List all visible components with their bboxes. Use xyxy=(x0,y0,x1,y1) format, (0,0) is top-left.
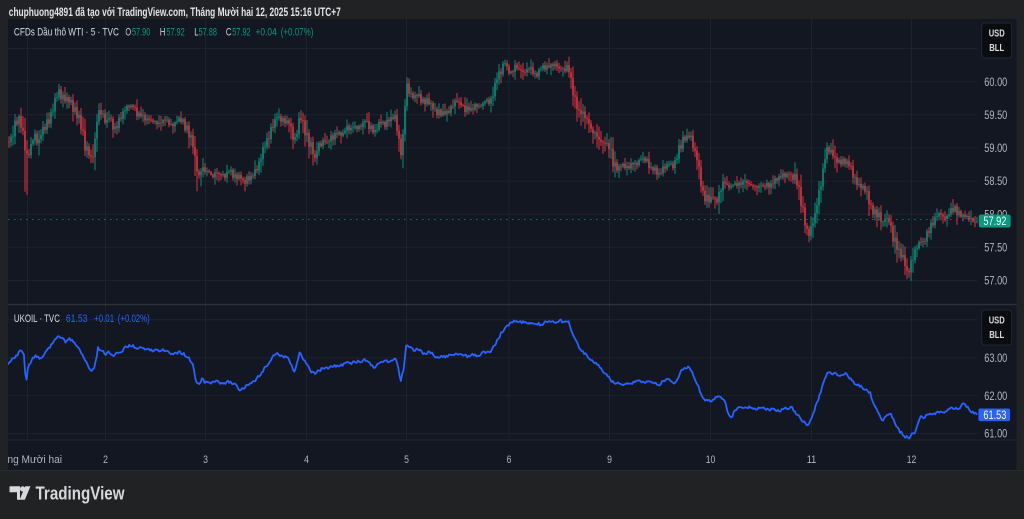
svg-text:57.90: 57.90 xyxy=(132,27,150,39)
svg-text:5: 5 xyxy=(404,454,409,466)
svg-text:2: 2 xyxy=(103,454,108,466)
svg-text:9: 9 xyxy=(607,454,612,466)
svg-text:USD: USD xyxy=(989,316,1005,327)
svg-text:UKOIL · TVC: UKOIL · TVC xyxy=(14,313,60,325)
svg-text:USD: USD xyxy=(989,29,1005,40)
svg-text:O: O xyxy=(125,27,131,39)
svg-text:58.50: 58.50 xyxy=(984,174,1007,188)
svg-text:59.50: 59.50 xyxy=(984,108,1007,122)
svg-text:Tháng Mười hai: Tháng Mười hai xyxy=(0,454,62,466)
svg-text:C: C xyxy=(226,27,232,39)
svg-text:+0.04: +0.04 xyxy=(256,27,277,39)
svg-text:62.00: 62.00 xyxy=(984,389,1007,403)
svg-text:CFDs Dầu thô WTI · 5 · TVC: CFDs Dầu thô WTI · 5 · TVC xyxy=(14,27,119,39)
svg-text:57.92: 57.92 xyxy=(232,27,250,39)
svg-text:59.00: 59.00 xyxy=(984,141,1007,155)
svg-text:+0.01: +0.01 xyxy=(94,313,114,325)
svg-text:L: L xyxy=(194,27,198,39)
svg-text:60.00: 60.00 xyxy=(984,75,1007,89)
svg-text:3: 3 xyxy=(203,454,208,466)
svg-text:63.00: 63.00 xyxy=(984,351,1007,365)
svg-text:chuphuong4891 đã tạo với Tradi: chuphuong4891 đã tạo với TradingView.com… xyxy=(9,7,341,19)
svg-text:61.00: 61.00 xyxy=(984,427,1007,441)
svg-text:12: 12 xyxy=(907,454,917,466)
svg-text:(+0.07%): (+0.07%) xyxy=(281,27,314,39)
svg-text:TradingView: TradingView xyxy=(36,483,125,504)
svg-text:(+0.02%): (+0.02%) xyxy=(118,313,150,325)
svg-text:57.92: 57.92 xyxy=(166,27,184,39)
svg-text:BLL: BLL xyxy=(989,43,1004,54)
svg-text:BLL: BLL xyxy=(989,330,1004,341)
svg-text:H: H xyxy=(160,27,166,39)
svg-text:11: 11 xyxy=(807,454,817,466)
svg-text:10: 10 xyxy=(706,454,716,466)
svg-text:57.88: 57.88 xyxy=(199,27,217,39)
svg-text:6: 6 xyxy=(507,454,512,466)
svg-text:57.00: 57.00 xyxy=(984,274,1007,288)
svg-text:57.50: 57.50 xyxy=(984,241,1007,255)
svg-text:61.53: 61.53 xyxy=(983,408,1006,422)
svg-text:57.92: 57.92 xyxy=(983,214,1006,228)
svg-text:4: 4 xyxy=(304,454,309,466)
svg-text:61.53: 61.53 xyxy=(66,313,88,325)
